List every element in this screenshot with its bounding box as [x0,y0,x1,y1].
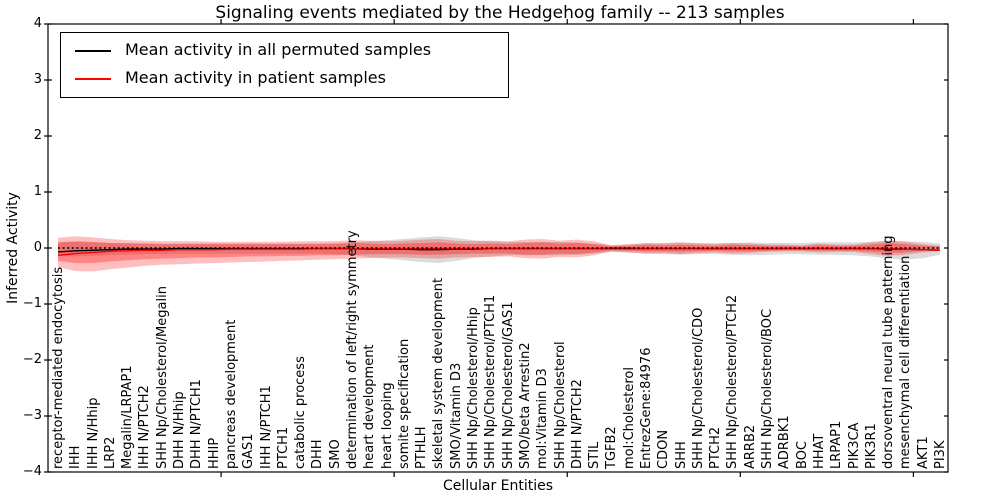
x-tick-label: SMO/beta Arrestin2 [517,342,533,469]
x-tick-label: CDON [656,429,672,469]
x-tick-label: pancreas development [223,319,239,469]
x-tick-label: LRPAP1 [829,420,845,469]
x-tick-label: HHAT [811,433,827,469]
x-tick-label: PIK3CA [846,422,862,469]
x-tick-label: PTCH1 [275,426,291,469]
x-tick-label: dorsoventral neural tube patterning [881,235,897,469]
chart-title: Signaling events mediated by the Hedgeho… [215,3,785,23]
legend: Mean activity in all permuted samples Me… [60,32,509,98]
x-axis-label: Cellular Entities [442,478,554,494]
x-tick-label: DHH [310,439,326,469]
y-tick-label: 4 [33,16,42,31]
legend-line-patient-samples [75,78,111,80]
x-tick-label: SMO/Vitamin D3 [448,362,464,469]
y-tick-label: −4 [22,464,42,479]
x-tick-label: skeletal system development [431,277,447,469]
series-line-patient [57,247,941,256]
x-tick-label: catabolic process [293,356,309,469]
x-tick-label: BOC [794,441,810,469]
legend-item-permuted: Mean activity in all permuted samples [61,37,508,65]
y-tick-label: −2 [22,352,42,367]
x-tick-label: STIL [587,441,603,469]
x-tick-label: DHH N/PTCH2 [569,379,585,469]
x-tick-label: SHH Np/Cholesterol/GAS1 [500,301,516,469]
y-tick-label: 1 [33,184,42,199]
x-tick-label: SHH Np/Cholesterol/CDO [690,307,706,469]
x-tick-label: mol:Cholesterol [621,367,637,469]
x-tick-label: AKT1 [915,436,931,469]
legend-label: Mean activity in patient samples [125,68,386,87]
x-tick-label: SHH Np/Cholesterol [552,341,568,469]
band-patient-samples-spread-inner [58,241,940,264]
y-tick-label: 0 [33,240,42,255]
x-tick-label: IHH [68,445,84,469]
x-tick-label: SHH [673,441,689,469]
x-tick-label: ADRBK1 [777,415,793,469]
x-tick-label: HHIP [206,437,222,469]
y-tick-label: 3 [33,72,42,87]
x-tick-label: LRP2 [102,436,118,469]
x-tick-label: SMO [327,439,343,469]
x-tick-label: PTHLH [414,426,430,469]
y-tick-label: −1 [22,296,42,311]
x-tick-label: GAS1 [241,433,257,470]
x-tick-label: IHH N/PTCH1 [258,385,274,469]
x-tick-label: IHH N/Hhip [85,397,101,470]
x-tick-label: heart development [362,344,378,469]
x-tick-label: DHH N/PTCH1 [189,379,205,469]
x-tick-label: Megalin/LRPAP1 [120,365,136,469]
x-tick-label: SHH Np/Cholesterol/PTCH1 [483,294,499,469]
x-tick-label: SHH Np/Cholesterol/PTCH2 [725,294,741,469]
x-tick-label: mol:Vitamin D3 [535,368,551,469]
x-tick-label: EntrezGene:84976 [639,347,654,469]
x-tick-label: DHH N/Hhip [172,391,188,469]
x-tick-label: somite specification [396,338,412,469]
x-tick-label: PI3K [933,440,948,469]
x-tick-label: PIK3R1 [863,423,879,469]
y-tick-label: −3 [22,408,42,423]
band-permuted-samples-spread [58,236,940,264]
x-tick-label: SHH Np/Cholesterol/Megalin [154,286,170,469]
x-tick-label: heart looping [379,382,395,469]
legend-label: Mean activity in all permuted samples [125,40,432,59]
x-tick-label: SHH Np/Cholesterol/Hhip [466,307,482,469]
legend-line-permuted-samples [75,50,111,52]
x-tick-label: IHH N/PTCH2 [137,385,153,469]
legend-item-patient: Mean activity in patient samples [61,65,508,93]
x-tick-label: TGFB2 [604,426,620,469]
x-tick-label: PTCH2 [708,426,724,469]
x-tick-label: determination of left/right symmetry [345,230,360,469]
x-tick-label: mesenchymal cell differentiation [898,255,914,469]
x-tick-label: SHH Np/Cholesterol/BOC [760,308,776,469]
x-tick-label: ARRB2 [742,424,758,469]
band-patient-samples-spread-outer [58,236,940,272]
y-tick-label: 2 [33,128,42,143]
x-tick-label: receptor-mediated endocytosis [51,266,66,469]
